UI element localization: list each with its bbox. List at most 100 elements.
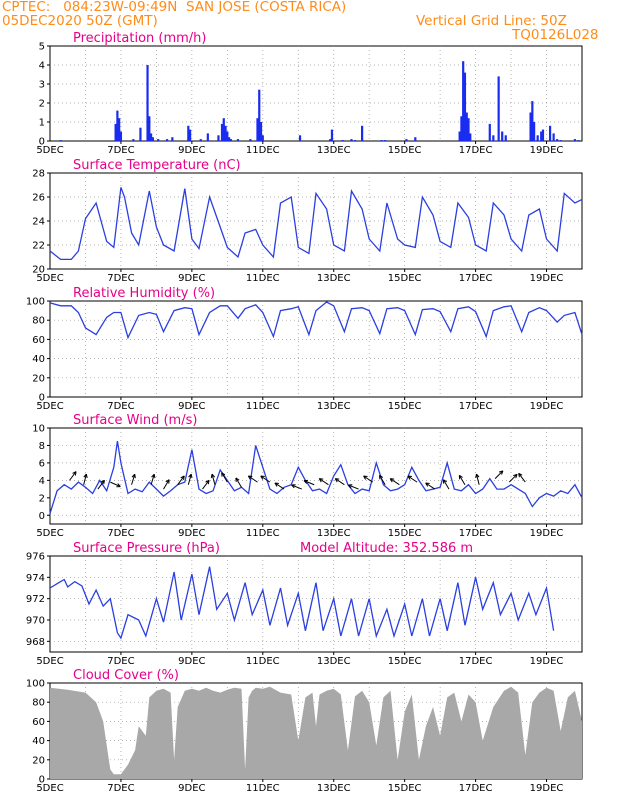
wind-arrow (69, 471, 77, 481)
precip-bar (220, 123, 224, 141)
wind-xtick-label: 13DEC (317, 528, 351, 539)
wind-arrow (407, 475, 418, 483)
wind-arrow (260, 475, 271, 483)
precip-frame (49, 45, 583, 142)
wind-arrow (458, 475, 466, 485)
pres-xtick-label: 5DEC (36, 656, 63, 667)
wind-arrow-head (260, 475, 265, 480)
wind-xtick-label: 17DEC (459, 528, 493, 539)
pres-xtick-label: 13DEC (317, 656, 351, 667)
precip-xtick-label: 7DEC (107, 145, 134, 156)
pres-line (49, 566, 555, 640)
rh-title: Relative Humidity (%) (73, 286, 215, 301)
rh-ytick-label: 80 (32, 316, 45, 327)
init-time: 05DEC2020 50Z (GMT) (2, 13, 158, 29)
wind-ytick-label: 10 (32, 424, 45, 435)
precip-bar (341, 140, 344, 141)
wind-arrow-head (72, 471, 77, 476)
precip-bar (236, 139, 240, 141)
wind-arrow (235, 477, 242, 488)
wind-ytick-label: 8 (39, 441, 45, 452)
precip-bar (353, 140, 357, 141)
wind-arrow (177, 475, 185, 486)
wind-arrow-head (221, 472, 226, 477)
precip-bar (497, 76, 500, 141)
precip-bar (249, 139, 252, 141)
precip-bar (132, 139, 135, 141)
wind-arrow-head (291, 484, 296, 489)
rh-ytick-label: 40 (32, 354, 45, 365)
precip-bar (59, 140, 62, 141)
precip-bar (384, 140, 387, 141)
temp-xtick-label: 5DEC (36, 273, 63, 284)
wind-arrow-head (303, 479, 309, 484)
wind-arrow-head (407, 475, 412, 480)
precip-bar (504, 135, 507, 141)
precip-bar (258, 89, 261, 141)
precip-bar (559, 140, 562, 141)
precip-bar (541, 129, 545, 141)
pres-ytick-label: 972 (26, 594, 45, 605)
wind-arrow (97, 479, 105, 490)
wind-arrow (248, 475, 258, 483)
wind-arrow (163, 479, 170, 490)
precip-bar (533, 122, 536, 141)
wind-ytick-label: 2 (39, 493, 45, 504)
precip-bar (171, 137, 174, 141)
cloud-xtick-label: 19DEC (530, 783, 564, 794)
precip-bar (462, 61, 465, 142)
cloud-ytick-label: 20 (32, 755, 45, 766)
cloud-xtick-label: 17DEC (459, 783, 493, 794)
model-code: TQ0126L028 (512, 27, 599, 43)
temp-xtick-label: 9DEC (178, 273, 205, 284)
precip-bar (556, 139, 559, 141)
precip-bar (536, 135, 539, 141)
wind-arrow (425, 482, 436, 490)
precip-bar (488, 123, 491, 141)
wind-arrow (83, 473, 87, 485)
wind-ytick-label: 0 (39, 511, 45, 522)
cloud-title: Cloud Cover (%) (73, 668, 179, 683)
precip-bar (146, 65, 149, 141)
wind-arrow-head (318, 478, 324, 483)
precip-bar (259, 122, 263, 141)
wind-arrow (131, 474, 136, 485)
precip-bar (577, 140, 580, 141)
precip-bar (573, 139, 577, 141)
precip-ytick-label: 4 (39, 61, 45, 72)
wind-line (49, 440, 583, 514)
precip-xtick-label: 13DEC (317, 145, 351, 156)
precip-bar (118, 118, 121, 141)
rh-xtick-label: 17DEC (459, 401, 493, 412)
precip-ytick-label: 2 (39, 99, 45, 110)
precip-xtick-label: 11DEC (246, 145, 280, 156)
wind-xtick-label: 5DEC (36, 528, 63, 539)
wind-arrow (348, 484, 359, 490)
cloud-ytick-label: 60 (32, 717, 45, 728)
wind-arrow-head (518, 472, 523, 478)
precip-bar (298, 135, 302, 141)
cloud-ytick-label: 80 (32, 698, 45, 709)
precip-bar (380, 140, 383, 141)
wind-arrow (202, 479, 210, 490)
rh-ytick-label: 60 (32, 335, 45, 346)
wind-arrow (303, 480, 315, 486)
precip-bar (226, 131, 229, 141)
wind-arrow (389, 478, 400, 486)
wind-arrow (291, 484, 302, 490)
temp-ytick-label: 28 (32, 169, 45, 180)
temp-xtick-label: 7DEC (107, 273, 134, 284)
rh-xtick-label: 13DEC (317, 401, 351, 412)
pres-ytick-label: 974 (26, 573, 45, 584)
cloud-xtick-label: 5DEC (36, 783, 63, 794)
pres-frame (49, 555, 583, 653)
precip-title: Precipitation (mm/h) (73, 31, 206, 46)
wind-xtick-label: 19DEC (530, 528, 564, 539)
wind-xtick-label: 15DEC (388, 528, 422, 539)
wind-arrow (508, 473, 518, 483)
temp-ytick-label: 26 (32, 193, 45, 204)
precip-bar (229, 139, 232, 141)
wind-arrow-head (475, 473, 480, 479)
precip-bar (330, 129, 334, 141)
temp-title: Surface Temperature (nC) (73, 158, 241, 173)
